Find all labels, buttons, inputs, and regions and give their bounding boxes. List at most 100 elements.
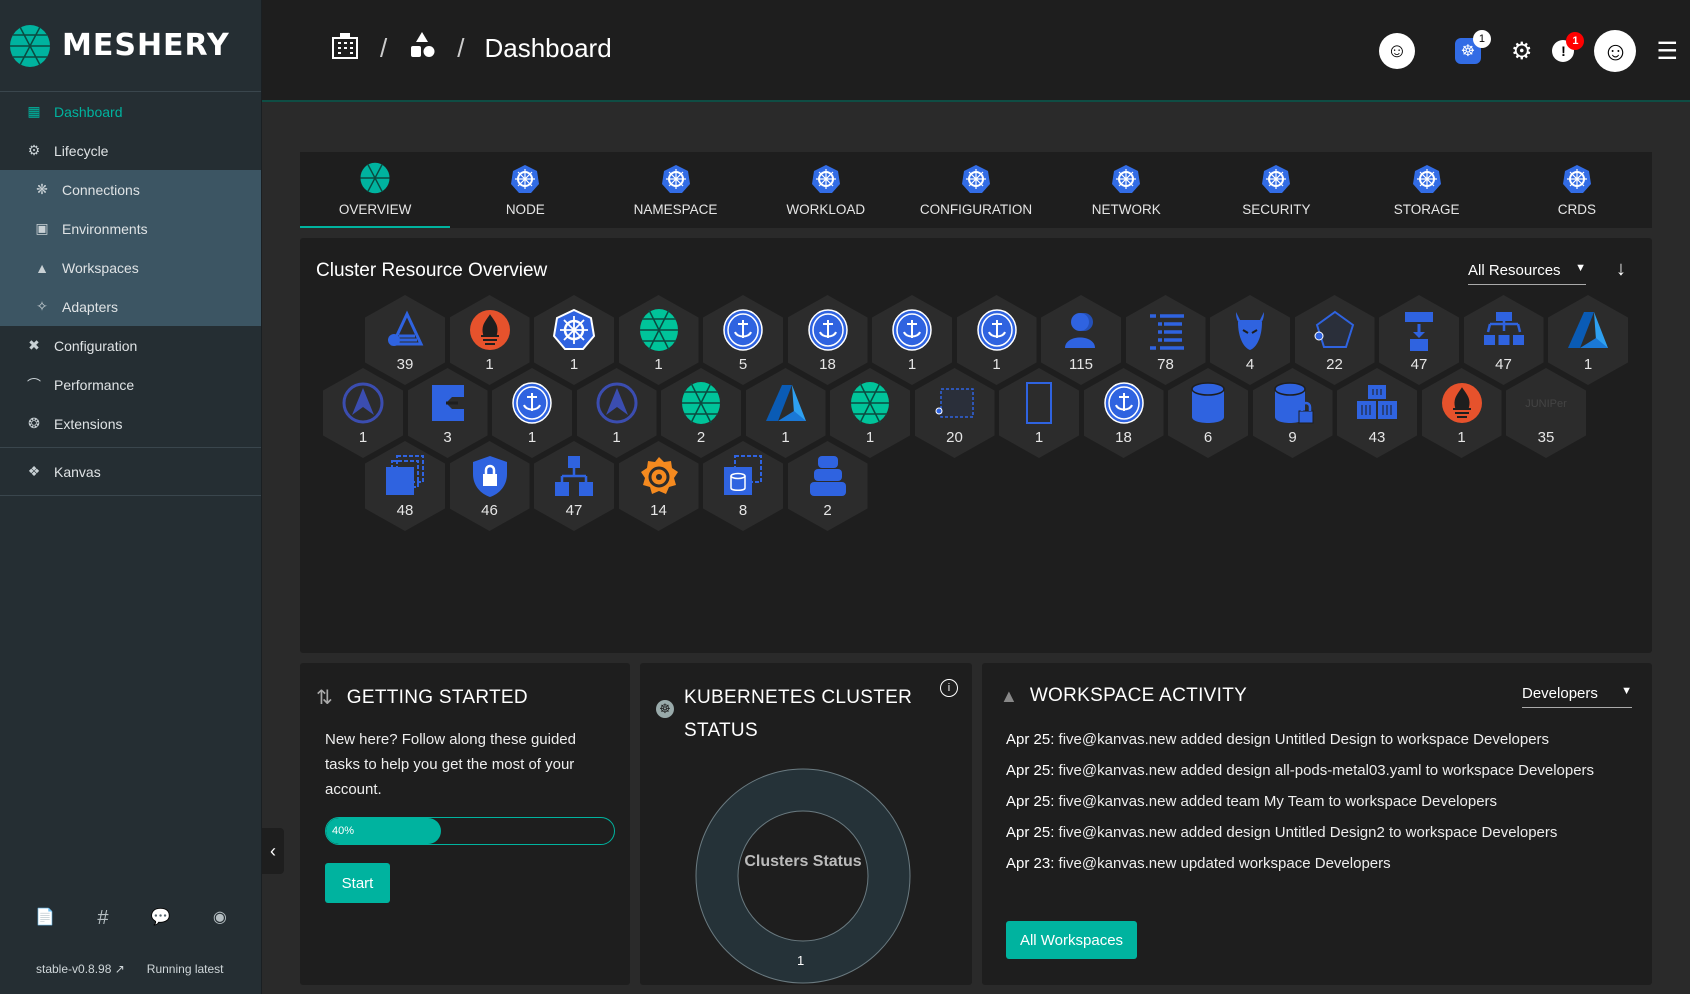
sidebar-item-kanvas[interactable]: ❖ Kanvas (0, 452, 261, 491)
resource-hex-flow[interactable]: 47 (1379, 295, 1459, 385)
sidebar-item-label: Dashboard (54, 103, 123, 120)
tab-security[interactable]: SECURITY (1201, 152, 1351, 228)
download-icon[interactable]: ↓ (1616, 258, 1626, 280)
settings-icon[interactable]: ⚙ (1510, 37, 1533, 65)
tab-label: STORAGE (1393, 201, 1460, 217)
tab-configuration[interactable]: CONFIGURATION (901, 152, 1051, 228)
resource-hex-hierarchy-3[interactable]: 47 (1463, 295, 1544, 385)
resource-hex-cert-manager[interactable]: 18 (1083, 368, 1164, 458)
kubernetes-context-button[interactable]: ☸ 1 (1454, 30, 1491, 64)
breadcrumb: / / Dashboard (330, 30, 612, 67)
resource-hex-meshery[interactable]: 2 (661, 368, 741, 458)
resource-hex-cert-manager[interactable]: 1 (492, 368, 572, 458)
github-icon[interactable]: ◉ (212, 909, 227, 926)
resource-count: 18 (1115, 428, 1132, 446)
resource-hex-kubernetes[interactable]: 1 (534, 295, 614, 385)
resource-hex-pentagon[interactable]: 22 (1294, 295, 1375, 385)
resource-hex-prometheus[interactable]: 1 (1421, 368, 1502, 458)
notifications-button[interactable]: ! 1 (1552, 32, 1585, 62)
tab-network[interactable]: NETWORK (1051, 152, 1201, 228)
resource-hex-list[interactable]: 78 (1125, 295, 1206, 385)
resource-count: 3 (443, 428, 452, 446)
resource-hex-cert-manager[interactable]: 5 (703, 295, 783, 385)
resource-hex-database[interactable]: 6 (1168, 368, 1248, 458)
resource-hex-grafana[interactable]: 14 (618, 441, 699, 531)
list-icon (1149, 313, 1184, 350)
info-icon[interactable]: i (940, 679, 958, 697)
chevron-down-icon: ▼ (1621, 685, 1632, 697)
resource-hex-cert-manager[interactable]: 18 (787, 295, 868, 385)
sidebar-item-performance[interactable]: ⌒ Performance (0, 365, 261, 404)
workspace-filter-select[interactable]: Developers ▼ (1522, 685, 1632, 708)
workspace-filter-value: Developers (1522, 685, 1598, 702)
resource-hex-argo[interactable]: 39 (365, 295, 445, 385)
tab-workload[interactable]: WORKLOAD (751, 152, 901, 228)
docs-icon[interactable]: 📄 (35, 909, 56, 926)
lifecycle-icon: ⚙ (27, 142, 41, 158)
chat-icon[interactable]: 💬 (150, 909, 171, 926)
connections-icon: ❋ (36, 181, 48, 197)
tab-crds[interactable]: CRDS (1502, 152, 1652, 228)
resource-hex-prometheus[interactable]: 1 (449, 295, 530, 385)
pentagon-icon (1314, 310, 1354, 348)
stacked-db-icon (724, 454, 762, 495)
resource-count: 22 (1326, 355, 1343, 373)
tab-overview[interactable]: OVERVIEW (300, 152, 451, 228)
workspace-icon[interactable] (407, 30, 437, 67)
sidebar-item-lifecycle[interactable]: ⚙ Lifecycle (0, 131, 261, 170)
resource-hex-meshery[interactable]: 1 (618, 295, 699, 385)
sidebar-item-workspaces[interactable]: ▲ Workspaces (0, 248, 261, 287)
resource-hex-azure[interactable]: 1 (1548, 295, 1628, 385)
collapse-sidebar-button[interactable]: ‹ (262, 828, 284, 874)
resource-hex-meshery[interactable]: 1 (830, 368, 910, 458)
kubernetes-icon (811, 164, 840, 193)
resource-hex-juniper[interactable]: JUNIPer 35 (1506, 368, 1586, 458)
resource-hex-database-lock[interactable]: 9 (1252, 368, 1333, 458)
user-avatar-small[interactable]: ☺ (1378, 33, 1415, 69)
menu-icon[interactable]: ☰ (1656, 37, 1678, 65)
resource-filter-select[interactable]: All Resources ▼ (1468, 262, 1586, 285)
tab-storage[interactable]: STORAGE (1352, 152, 1502, 228)
resource-hex-dashed-rect[interactable]: 20 (914, 368, 995, 458)
resource-hex-stacks[interactable]: 48 (365, 441, 445, 531)
organization-icon[interactable] (330, 30, 360, 67)
resource-hex-argo-circle[interactable]: 1 (323, 368, 403, 458)
resource-hex-rect[interactable]: 1 (999, 368, 1079, 458)
resource-count: 47 (1410, 355, 1428, 373)
logo[interactable]: MESHERY (0, 0, 261, 92)
stacks-icon (386, 454, 424, 495)
sidebar-item-adapters[interactable]: ✧ Adapters (0, 287, 261, 326)
slack-icon[interactable]: # (97, 907, 109, 929)
layered-db-icon (809, 455, 846, 496)
resource-hex-shield-lock[interactable]: 46 (449, 441, 530, 531)
cert-manager-icon (723, 308, 763, 351)
performance-icon: ⌒ (27, 376, 41, 393)
version-link[interactable]: stable-v0.8.98 ↗ (36, 962, 125, 976)
resource-hex-containers[interactable]: 43 (1337, 368, 1417, 458)
resource-hex-azure[interactable]: 1 (745, 368, 826, 458)
resource-hex-devil[interactable]: 4 (1210, 295, 1290, 385)
sidebar-item-extensions[interactable]: ❂ Extensions (0, 404, 261, 443)
resource-hex-cert-manager[interactable]: 1 (956, 295, 1037, 385)
resource-hex-argo-circle[interactable]: 1 (576, 368, 657, 458)
resource-hex-layered-db[interactable]: 2 (787, 441, 868, 531)
resource-hex-hierarchy[interactable]: 47 (534, 441, 614, 531)
sidebar-item-dashboard[interactable]: ▦ Dashboard (0, 92, 261, 131)
tab-namespace[interactable]: NAMESPACE (600, 152, 750, 228)
user-avatar[interactable]: ☺ (1594, 30, 1637, 72)
sidebar-item-environments[interactable]: ▣ Environments (0, 209, 261, 248)
extensions-icon: ❂ (28, 415, 40, 431)
start-button[interactable]: Start (325, 863, 390, 903)
resource-hex-pod[interactable]: 3 (407, 368, 488, 458)
activity-date: Apr 25: (1006, 793, 1055, 810)
resource-hex-cert-manager[interactable]: 1 (872, 295, 952, 385)
all-workspaces-button[interactable]: All Workspaces (1006, 921, 1137, 959)
prometheus-icon (1441, 382, 1482, 423)
donut-outer-edge (695, 768, 911, 984)
resource-hex-stacked-db[interactable]: 8 (703, 441, 783, 531)
environments-icon: ▣ (35, 220, 49, 236)
sidebar-item-connections[interactable]: ❋ Connections (0, 170, 261, 209)
resource-hex-user[interactable]: 115 (1041, 295, 1121, 385)
tab-node[interactable]: NODE (450, 152, 600, 228)
sidebar-item-configuration[interactable]: ✖ Configuration (0, 326, 261, 365)
